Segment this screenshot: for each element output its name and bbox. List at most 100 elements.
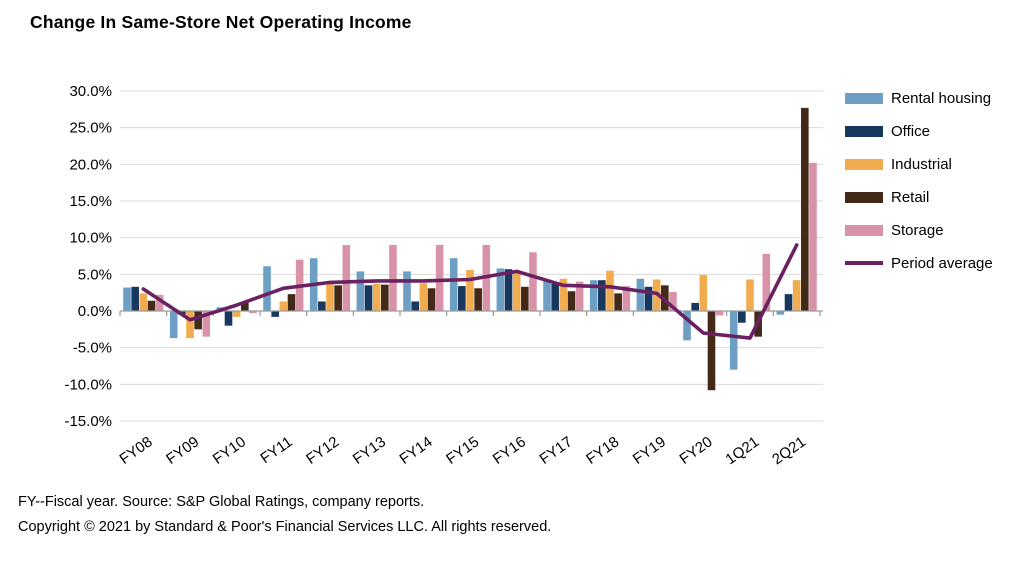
legend-item: Office bbox=[845, 121, 993, 141]
bar bbox=[809, 162, 817, 311]
x-axis-tick-label: FY19 bbox=[630, 433, 669, 467]
y-gridlines bbox=[120, 90, 823, 422]
bar bbox=[801, 107, 809, 311]
legend-item: Period average bbox=[845, 253, 993, 273]
x-axis-tick-label: 2Q21 bbox=[769, 433, 809, 468]
bar bbox=[589, 280, 598, 311]
bar bbox=[575, 281, 584, 311]
bar bbox=[474, 288, 482, 311]
x-axis-tick-label: FY14 bbox=[397, 433, 436, 467]
legend-item-label: Office bbox=[891, 122, 930, 140]
legend-item-label: Industrial bbox=[891, 155, 952, 173]
bar bbox=[636, 278, 645, 311]
y-axis-tick-label: 15.0% bbox=[69, 193, 112, 210]
legend-item: Storage bbox=[845, 220, 993, 240]
x-axis-tick-label: FY10 bbox=[210, 433, 249, 467]
x-axis-tick-label: FY16 bbox=[490, 433, 529, 467]
bar bbox=[466, 269, 474, 311]
bar bbox=[147, 300, 156, 311]
bar bbox=[123, 287, 131, 311]
bar bbox=[707, 311, 716, 391]
legend-item: Retail bbox=[845, 187, 993, 207]
x-axis-tick-label: FY11 bbox=[257, 433, 295, 467]
legend-item-label: Rental housing bbox=[891, 89, 992, 107]
bar bbox=[784, 294, 793, 311]
x-axis-tick-label: FY12 bbox=[303, 433, 342, 467]
bar bbox=[381, 284, 389, 311]
bar bbox=[512, 272, 521, 311]
legend-item: Industrial bbox=[845, 154, 993, 174]
bar bbox=[622, 286, 631, 311]
bar bbox=[131, 286, 139, 311]
x-axis-tick-label: 1Q21 bbox=[722, 433, 762, 468]
bar bbox=[186, 311, 194, 339]
bar bbox=[194, 311, 202, 330]
chart-legend: Rental housing Office Industrial Retail Stor… bbox=[845, 88, 993, 273]
x-axis-tick-label: FY18 bbox=[583, 433, 622, 467]
bar bbox=[691, 302, 699, 311]
y-axis-tick-label: 10.0% bbox=[69, 230, 112, 247]
y-axis-tick-label: 30.0% bbox=[69, 83, 112, 100]
y-axis-tick-label: 25.0% bbox=[69, 120, 112, 137]
bar bbox=[551, 283, 559, 311]
bar bbox=[746, 279, 754, 311]
bar bbox=[559, 278, 568, 311]
y-axis-tick-label: 20.0% bbox=[69, 156, 112, 173]
y-axis-tick-label: -10.0% bbox=[64, 376, 112, 393]
series-rental bbox=[123, 258, 785, 370]
bar bbox=[202, 311, 211, 337]
y-axis-tick-label: -15.0% bbox=[64, 413, 112, 430]
x-axis-tick-label: FY13 bbox=[350, 433, 389, 467]
bar bbox=[567, 291, 576, 311]
bar bbox=[529, 252, 537, 311]
bar bbox=[504, 269, 513, 311]
source-note: FY--Fiscal year. Source: S&P Global Rati… bbox=[18, 494, 425, 510]
bar bbox=[606, 270, 614, 311]
x-axis-tick-label: FY15 bbox=[443, 433, 482, 467]
bar bbox=[776, 311, 785, 315]
bar bbox=[342, 245, 351, 311]
bar bbox=[614, 293, 622, 311]
bar bbox=[372, 283, 381, 311]
bar bbox=[458, 286, 466, 311]
period-average-line bbox=[141, 243, 799, 340]
legend-item-label: Retail bbox=[891, 188, 930, 206]
bar bbox=[762, 253, 771, 311]
chart-title: Change In Same-Store Net Operating Incom… bbox=[30, 12, 412, 32]
bar bbox=[139, 293, 148, 311]
bar bbox=[318, 301, 326, 311]
bar bbox=[496, 268, 505, 311]
bar bbox=[287, 294, 296, 311]
bar bbox=[598, 280, 606, 311]
bar bbox=[683, 311, 691, 341]
x-axis-labels: FY08 FY09 FY10 FY11 FY12 FY13 FY14 FY15 FY16 FY17… bbox=[117, 433, 809, 468]
bar bbox=[449, 258, 458, 311]
legend-item-label: Period average bbox=[891, 254, 993, 272]
legend-swatch-rental bbox=[845, 92, 883, 104]
bar bbox=[435, 245, 444, 311]
bar bbox=[271, 311, 279, 317]
x-axis-tick-label: FY17 bbox=[537, 433, 576, 467]
bar bbox=[738, 311, 746, 323]
bar bbox=[241, 301, 249, 311]
bar bbox=[249, 311, 257, 314]
legend-item-label: Storage bbox=[891, 221, 944, 239]
y-axis-tick-label: 0.0% bbox=[78, 303, 112, 320]
bar bbox=[364, 285, 373, 311]
bar bbox=[521, 286, 529, 311]
legend-swatch-storage bbox=[845, 224, 883, 236]
legend-swatch-office bbox=[845, 125, 883, 137]
legend-swatch-industrial bbox=[845, 158, 883, 170]
y-axis-labels: 30.0% 25.0% 20.0% 15.0% 10.0% 5.0% 0.0% -5.0% -1… bbox=[64, 83, 112, 430]
bar bbox=[169, 311, 178, 339]
bar bbox=[669, 291, 677, 311]
bar bbox=[729, 311, 738, 370]
bar bbox=[715, 311, 724, 316]
x-axis-tick-label: FY20 bbox=[677, 433, 716, 467]
bar bbox=[326, 281, 334, 311]
bar bbox=[224, 311, 233, 326]
legend-swatch-average-line bbox=[845, 261, 883, 265]
bar bbox=[792, 280, 801, 311]
y-axis-tick-label: -5.0% bbox=[73, 340, 112, 357]
